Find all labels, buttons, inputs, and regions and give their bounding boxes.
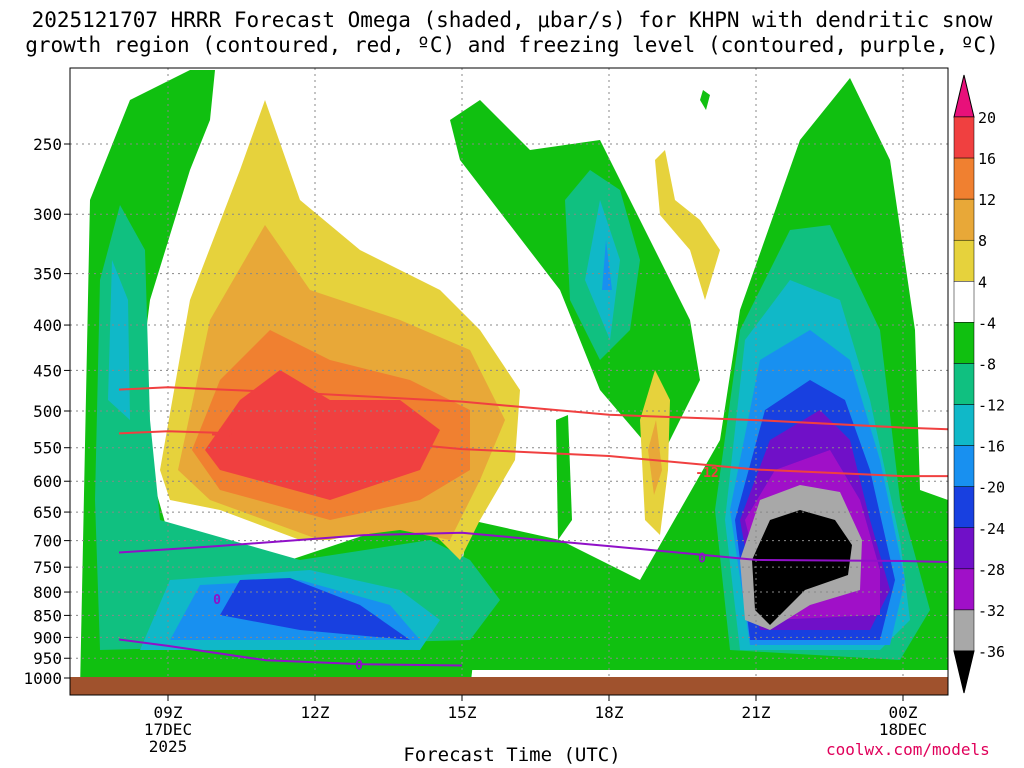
y-tick-label: 850 bbox=[33, 606, 62, 625]
credit-text: coolwx.com/models bbox=[826, 740, 990, 759]
y-tick-label: 750 bbox=[33, 558, 62, 577]
colorbar-bottom-arrow bbox=[953, 650, 975, 694]
x-tick-sublabel-date: 17DEC bbox=[144, 720, 192, 739]
x-tick-label: 09Z bbox=[154, 703, 183, 722]
colorbar-label: 16 bbox=[978, 150, 996, 168]
x-tick-label: 18Z bbox=[595, 703, 624, 722]
dendritic-label-right: -12 bbox=[695, 466, 718, 481]
dendritic-contour-lower bbox=[118, 430, 948, 478]
colorbar-segment bbox=[953, 281, 975, 323]
y-tick-label: 900 bbox=[33, 628, 62, 647]
chart-title-line2: growth region (contoured, red, ºC) and f… bbox=[25, 33, 999, 57]
colorbar-segment bbox=[953, 322, 975, 364]
chart-title-line1: 2025121707 HRRR Forecast Omega (shaded, … bbox=[31, 8, 993, 32]
omega-region-cyan bbox=[108, 260, 130, 420]
x-tick-label: 00Z bbox=[889, 703, 918, 722]
y-tick-label: 450 bbox=[33, 361, 62, 380]
colorbar-label: 8 bbox=[978, 232, 987, 250]
freezing-label-low: 0 bbox=[355, 658, 363, 673]
x-tick-sublabel-date: 18DEC bbox=[879, 720, 927, 739]
dendritic-contour-upper bbox=[118, 386, 948, 431]
omega-region-green-small bbox=[700, 90, 710, 110]
y-tick-label: 700 bbox=[33, 532, 62, 551]
colorbar-segment bbox=[953, 157, 975, 200]
colorbar-label: 4 bbox=[978, 273, 987, 291]
x-tick-sublabel-year: 2025 bbox=[149, 737, 188, 756]
colorbar-label: -28 bbox=[978, 561, 1005, 579]
colorbar-label: -12 bbox=[978, 397, 1005, 415]
colorbar-segment bbox=[953, 445, 975, 487]
colorbar-label: 12 bbox=[978, 191, 996, 209]
omega-region-cyan-mid bbox=[585, 200, 620, 340]
y-tick-label: 800 bbox=[33, 583, 62, 602]
freezing-level-contour bbox=[118, 531, 948, 563]
y-tick-label: 300 bbox=[33, 205, 62, 224]
omega-region-orange-light-mid bbox=[648, 420, 662, 495]
y-tick-label: 500 bbox=[33, 402, 62, 421]
colorbar-segment bbox=[953, 363, 975, 405]
ground-surface bbox=[70, 677, 948, 695]
y-tick-label: 550 bbox=[33, 439, 62, 458]
freezing-label-blob: 0 bbox=[213, 593, 221, 608]
colorbar-segment bbox=[953, 609, 975, 652]
y-tick-label: 250 bbox=[33, 135, 62, 154]
colorbar-label: -20 bbox=[978, 479, 1005, 497]
colorbar-segment bbox=[953, 568, 975, 611]
y-tick-label: 400 bbox=[33, 316, 62, 335]
dendritic-label-left: -12 bbox=[210, 427, 233, 442]
colorbar-label: -4 bbox=[978, 314, 996, 332]
omega-region-yellow-top1 bbox=[655, 150, 720, 300]
omega-region-green-small2 bbox=[556, 415, 572, 540]
freezing-label-mid: 0 bbox=[698, 551, 706, 566]
x-axis-label: Forecast Time (UTC) bbox=[403, 744, 621, 766]
omega-region-teal bbox=[95, 205, 500, 650]
omega-region-red bbox=[205, 370, 440, 500]
colorbar-segment bbox=[953, 486, 975, 529]
colorbar-segment bbox=[953, 116, 975, 159]
colorbar-label: -8 bbox=[978, 355, 996, 373]
colorbar-segment bbox=[953, 404, 975, 446]
x-tick-label: 12Z bbox=[301, 703, 330, 722]
omega-region-blue-mid bbox=[602, 240, 612, 290]
plot-frame bbox=[69, 67, 949, 696]
y-tick-label: 350 bbox=[33, 265, 62, 284]
freezing-level-contour-low bbox=[118, 638, 463, 667]
colorbar-label: -36 bbox=[978, 643, 1005, 661]
colorbar-label: -32 bbox=[978, 602, 1005, 620]
y-tick-label: 1000 bbox=[23, 669, 62, 688]
y-tick-label: 950 bbox=[33, 649, 62, 668]
colorbar-segment bbox=[953, 198, 975, 241]
x-tick-label: 21Z bbox=[742, 703, 771, 722]
colorbar-label: -24 bbox=[978, 520, 1005, 538]
colorbar-label: -16 bbox=[978, 438, 1005, 456]
y-tick-label: 650 bbox=[33, 503, 62, 522]
y-tick-label: 600 bbox=[33, 472, 62, 491]
colorbar-segment bbox=[953, 239, 975, 282]
colorbar-segment bbox=[953, 527, 975, 570]
colorbar-top-arrow bbox=[953, 74, 975, 118]
x-tick-label: 15Z bbox=[448, 703, 477, 722]
colorbar-label: 20 bbox=[978, 109, 996, 127]
